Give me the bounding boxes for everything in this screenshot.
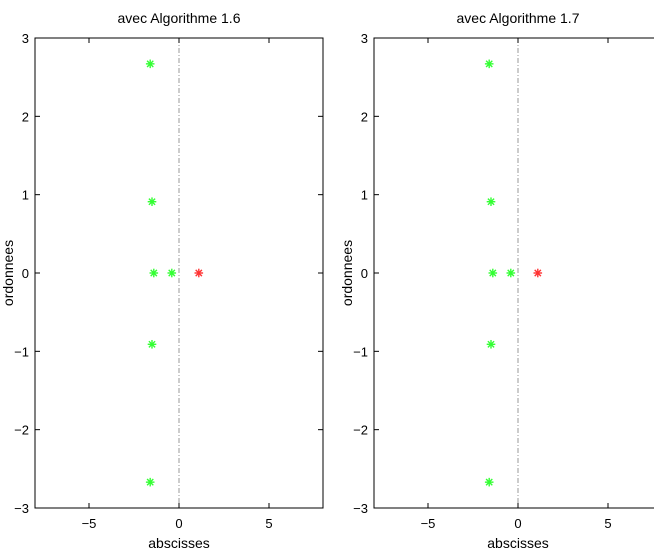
series-2 — [533, 268, 543, 278]
x-tick-label: 0 — [175, 516, 182, 531]
series-1 — [145, 59, 177, 487]
x-axis-label: abscisses — [148, 535, 209, 551]
y-tick-label: −2 — [353, 423, 368, 438]
chart-panel-2: −3 −2 −1 0 1 2 3 −5 0 5 avec Algorithme 1.7 absciss… — [339, 10, 654, 551]
data-point — [506, 268, 516, 278]
y-tick-label: 1 — [361, 188, 368, 203]
x-axis-label: abscisses — [487, 535, 548, 551]
y-tick-label: 2 — [361, 109, 368, 124]
x-tick-label: −5 — [82, 516, 97, 531]
data-point — [488, 268, 498, 278]
y-tick-label: 1 — [22, 188, 29, 203]
y-tick-label: −1 — [353, 344, 368, 359]
y-tick-label: 3 — [361, 31, 368, 46]
series-1 — [484, 59, 516, 487]
data-point — [533, 268, 543, 278]
data-point — [147, 197, 157, 207]
x-tick-label: 0 — [514, 516, 521, 531]
data-point — [145, 59, 155, 69]
y-tick-label: −1 — [14, 344, 29, 359]
data-point — [194, 268, 204, 278]
x-tick-label: −5 — [421, 516, 436, 531]
data-point — [486, 197, 496, 207]
data-point — [484, 477, 494, 487]
chart-panel-1: −3 −2 −1 0 1 2 3 −5 0 5 avec Algorithme 1.6 absciss… — [0, 10, 324, 551]
data-point — [486, 339, 496, 349]
y-tick-label: 0 — [22, 266, 29, 281]
y-tick-label: −3 — [14, 501, 29, 516]
y-axis-label: ordonnees — [339, 240, 355, 306]
y-axis-label: ordonnees — [0, 240, 16, 306]
y-tick-label: −3 — [353, 501, 368, 516]
chart-title: avec Algorithme 1.6 — [118, 10, 241, 26]
data-point — [167, 268, 177, 278]
series-2 — [194, 268, 204, 278]
x-tick-label: 5 — [265, 516, 272, 531]
chart-title: avec Algorithme 1.7 — [457, 10, 580, 26]
plots-layer: −3 −2 −1 0 1 2 3 −5 0 5 avec Algorithme 1.6 absciss… — [0, 10, 654, 551]
data-point — [147, 339, 157, 349]
data-point — [149, 268, 159, 278]
data-point — [145, 477, 155, 487]
y-tick-label: 3 — [22, 31, 29, 46]
data-point — [484, 59, 494, 69]
y-tick-label: 2 — [22, 109, 29, 124]
x-tick-label: 5 — [604, 516, 611, 531]
y-tick-label: 0 — [361, 266, 368, 281]
y-tick-label: −2 — [14, 423, 29, 438]
